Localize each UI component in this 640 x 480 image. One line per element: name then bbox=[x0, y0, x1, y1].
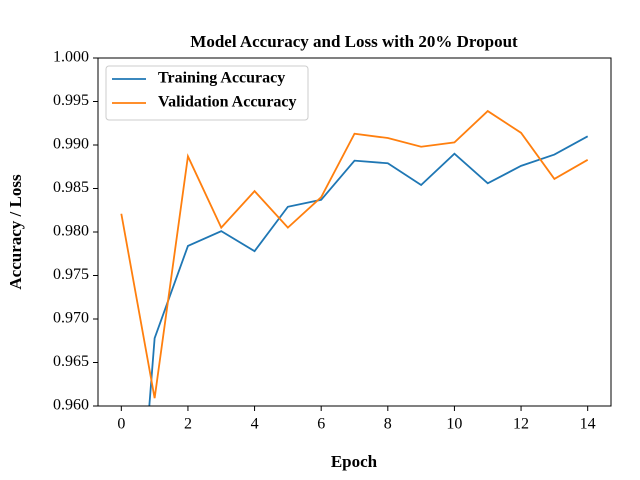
y-tick-label: 1.000 bbox=[53, 49, 89, 66]
legend-label: Training Accuracy bbox=[158, 70, 285, 87]
legend-box bbox=[105, 65, 309, 121]
x-tick-label: 0 bbox=[117, 416, 125, 433]
x-tick-label: 4 bbox=[251, 416, 259, 433]
chart-title: Model Accuracy and Loss with 20% Dropout bbox=[190, 32, 518, 51]
x-axis-label: Epoch bbox=[331, 452, 378, 471]
y-tick-label: 0.990 bbox=[53, 136, 89, 153]
x-tick-label: 12 bbox=[513, 416, 529, 433]
y-tick-label: 0.980 bbox=[53, 223, 89, 240]
y-tick-label: 0.975 bbox=[53, 266, 89, 283]
x-tick-label: 8 bbox=[384, 416, 392, 433]
series-line bbox=[148, 135, 589, 406]
series-line bbox=[120, 109, 589, 399]
y-tick-label: 0.985 bbox=[53, 179, 89, 196]
y-tick-label: 0.995 bbox=[53, 92, 89, 109]
x-tick-label: 6 bbox=[317, 416, 325, 433]
x-tick-label: 14 bbox=[580, 416, 596, 433]
x-tick-label: 10 bbox=[446, 416, 462, 433]
y-tick-label: 0.960 bbox=[53, 397, 89, 414]
y-axis-label: Accuracy / Loss bbox=[6, 174, 25, 290]
y-tick-label: 0.965 bbox=[53, 353, 89, 370]
plot-area bbox=[120, 109, 589, 406]
y-tick-label: 0.970 bbox=[53, 310, 89, 327]
legend-label: Validation Accuracy bbox=[158, 94, 297, 111]
x-tick-label: 2 bbox=[184, 416, 192, 433]
